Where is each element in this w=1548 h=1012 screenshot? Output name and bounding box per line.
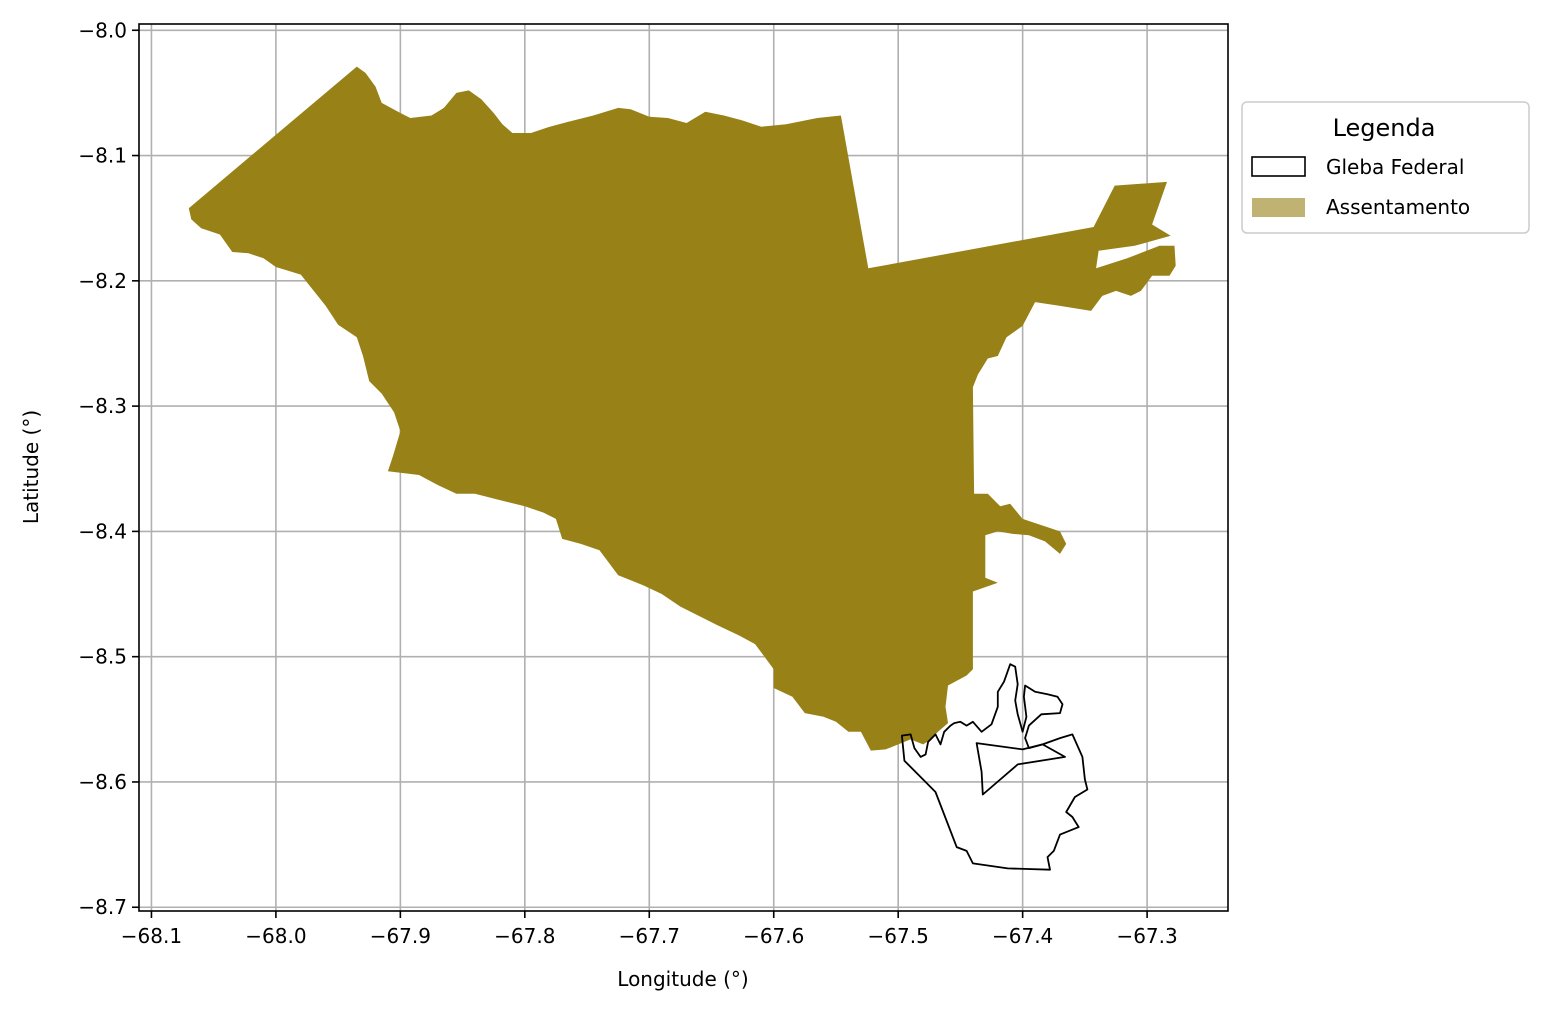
y-tick-label: −8.0 — [78, 18, 127, 42]
x-tick-label: −67.7 — [619, 924, 680, 948]
legend-title: Legenda — [1333, 114, 1436, 142]
y-tick-label: −8.2 — [78, 269, 127, 293]
assentamento-area — [188, 66, 1176, 751]
legend-label-gleba-federal: Gleba Federal — [1326, 155, 1464, 179]
gleba-federal-outline — [901, 663, 1089, 871]
y-tick-label: −8.3 — [78, 394, 127, 418]
x-tick-label: −67.6 — [743, 924, 804, 948]
y-tick-label: −8.1 — [78, 144, 127, 168]
legend-box — [1241, 101, 1530, 234]
x-tick-label: −67.3 — [1116, 924, 1177, 948]
x-tick-label: −67.4 — [992, 924, 1053, 948]
x-tick-label: −67.9 — [370, 924, 431, 948]
x-tick-label: −68.0 — [245, 924, 306, 948]
y-tick-label: −8.4 — [78, 519, 127, 543]
legend-label-assentamento: Assentamento — [1326, 195, 1470, 219]
y-axis-ticks: −8.0 −8.1 −8.2 −8.3 −8.4 −8.5 −8.6 −8.7 — [78, 18, 139, 919]
x-tick-label: −67.8 — [494, 924, 555, 948]
y-tick-label: −8.6 — [78, 770, 127, 794]
x-axis-ticks: −68.1 −68.0 −67.9 −67.8 −67.7 −67.6 −67.5 −67.4… — [121, 911, 1178, 948]
gleba-federal-outline — [975, 742, 1066, 796]
y-tick-label: −8.5 — [78, 645, 127, 669]
legend-swatch-assentamento — [1252, 198, 1305, 217]
x-axis-label: Longitude (°) — [617, 967, 748, 991]
plot-frame — [138, 23, 1229, 912]
x-tick-label: −67.5 — [868, 924, 929, 948]
legend: Legenda Gleba Federal Assentamento — [1241, 101, 1530, 234]
y-axis-label: Latitude (°) — [19, 410, 43, 524]
y-tick-label: −8.7 — [78, 895, 127, 919]
map-layers — [188, 66, 1176, 871]
legend-swatch-gleba-federal — [1251, 156, 1306, 177]
x-tick-label: −68.1 — [121, 924, 182, 948]
